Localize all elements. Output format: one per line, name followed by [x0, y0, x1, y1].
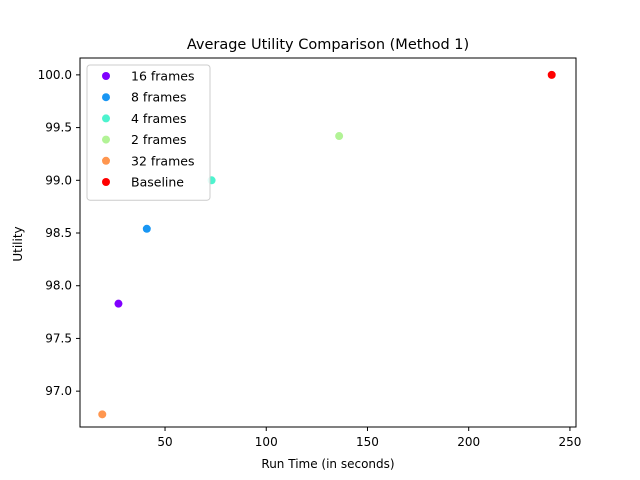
y-tick-label: 99.5	[45, 121, 72, 135]
data-point	[142, 224, 151, 233]
legend-marker	[102, 156, 110, 165]
x-tick-label: 200	[457, 435, 480, 449]
data-point	[335, 132, 344, 141]
legend-marker	[102, 72, 110, 80]
x-tick-label: 150	[356, 435, 379, 449]
legend-marker	[102, 135, 110, 144]
legend-label: 8 frames	[131, 90, 187, 105]
data-point	[547, 70, 556, 79]
y-axis-label: Utility	[11, 226, 25, 261]
x-tick-label: 50	[157, 435, 172, 449]
y-tick-label: 97.0	[45, 384, 72, 398]
plot-area-frame	[79, 57, 577, 428]
legend-marker	[102, 93, 110, 102]
x-axis-label: Run Time (in seconds)	[261, 457, 394, 471]
legend-box	[86, 64, 211, 201]
legend: 16 frames 8 frames 4 frames 2 frames 32 fram…	[86, 64, 211, 201]
legend-marker	[102, 114, 110, 123]
y-tick-label: 97.5	[45, 331, 72, 345]
legend-label: Baseline	[131, 175, 184, 190]
y-tick-label: 99.0	[45, 173, 72, 187]
legend-marker	[102, 178, 110, 186]
x-tick-label: 250	[558, 435, 581, 449]
y-tick-label: 100.0	[38, 68, 72, 82]
legend-label: 4 frames	[131, 111, 187, 126]
legend-label: 32 frames	[131, 153, 194, 168]
data-point	[114, 299, 123, 308]
x-tick-label: 100	[255, 435, 278, 449]
axis-ticks: 50 100 150 200 250 97.0 97.5 98.0 98.5 99.0 99.5 10…	[38, 68, 582, 449]
y-tick-label: 98.5	[45, 226, 72, 240]
y-tick-label: 98.0	[45, 279, 72, 293]
data-point	[98, 410, 107, 419]
legend-label: 16 frames	[131, 69, 194, 84]
legend-label: 2 frames	[131, 132, 187, 147]
chart-title: Average Utility Comparison (Method 1)	[187, 37, 469, 53]
